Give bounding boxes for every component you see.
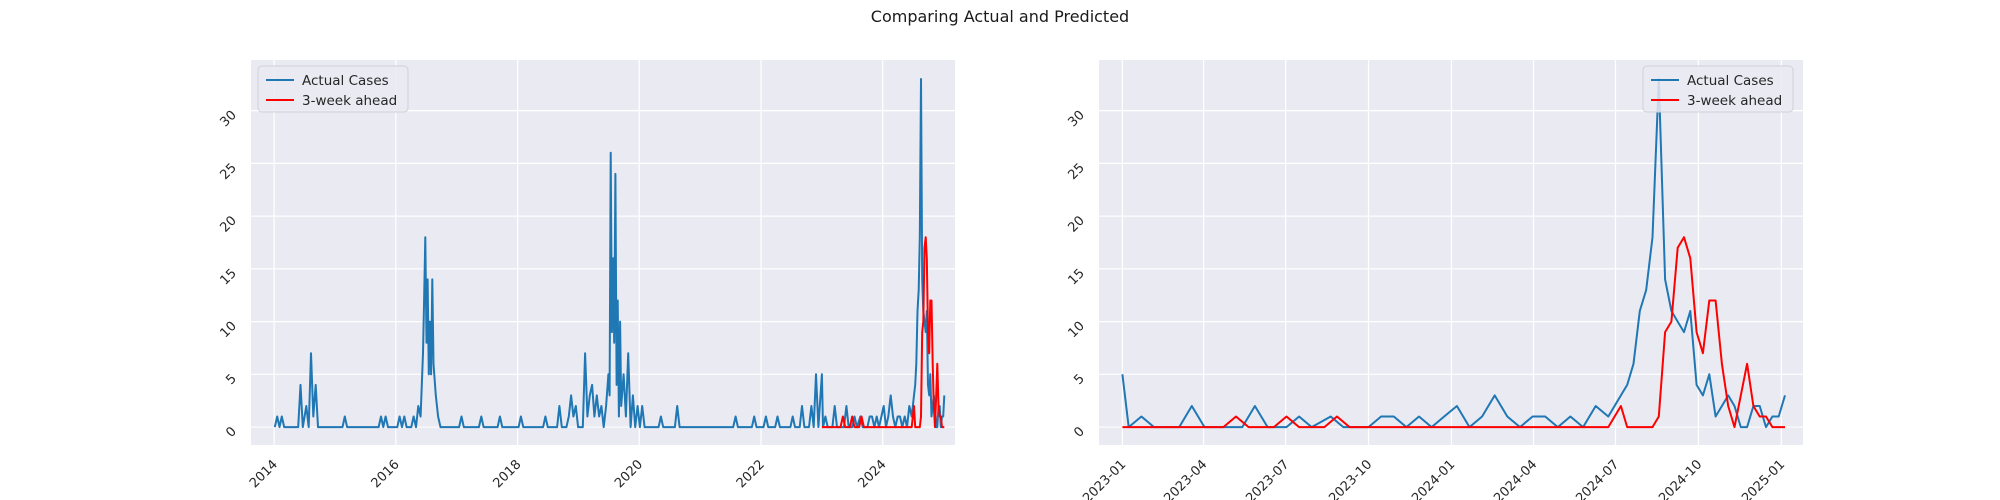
x-tick-label: 2024-07 <box>1573 457 1622 500</box>
legend: Actual Cases 3-week ahead <box>1642 65 1794 113</box>
y-tick-label: 0 <box>1071 424 1087 440</box>
grid <box>251 60 955 445</box>
x-tick-label: 2024-04 <box>1491 457 1540 500</box>
y-tick-label: 0 <box>223 424 239 440</box>
y-tick-label: 10 <box>218 319 240 341</box>
y-tick-label: 30 <box>1066 108 1088 130</box>
y-tick-label: 20 <box>218 213 240 235</box>
series-line-actual-cases <box>1121 78 1786 429</box>
x-tick-label: 2024 <box>856 457 890 491</box>
series-line-3-week-ahead <box>821 236 945 429</box>
legend: Actual Cases 3-week ahead <box>257 65 409 113</box>
legend-label: 3-week ahead <box>302 93 397 109</box>
x-tick-label: 2024-10 <box>1656 457 1705 500</box>
x-tick-label: 2025-01 <box>1739 457 1788 500</box>
figure-suptitle: Comparing Actual and Predicted <box>870 7 1130 26</box>
x-tick-label: 2023-04 <box>1161 457 1210 500</box>
x-tick-label: 2023-07 <box>1243 457 1292 500</box>
y-tick-label: 25 <box>1066 161 1088 183</box>
series-line-3-week-ahead <box>1122 236 1785 429</box>
legend-label: 3-week ahead <box>1687 93 1782 109</box>
x-tick-label: 2022 <box>734 457 768 491</box>
x-tick-label: 2023-10 <box>1326 457 1375 500</box>
series-line-actual-cases <box>273 78 946 429</box>
y-tick-label: 10 <box>1066 319 1088 341</box>
chart-actual-vs-predicted-full: 0 5 10 15 20 25 30 2014 2016 2018 2020 2022 2024 Actu… <box>218 60 955 491</box>
chart-actual-vs-predicted-zoom: 0 5 10 15 20 25 30 2023-01 2023-04 2023-07 2023-10… <box>1066 60 1803 500</box>
y-tick-label: 5 <box>1071 372 1087 388</box>
legend-box <box>257 65 409 113</box>
x-tick-label: 2018 <box>490 457 524 491</box>
plot-area <box>251 60 955 445</box>
x-tick-label: 2024-01 <box>1409 457 1458 500</box>
legend-label: Actual Cases <box>302 73 389 89</box>
x-tick-label: 2014 <box>247 457 281 491</box>
y-tick-label: 25 <box>218 161 240 183</box>
x-tick-label: 2016 <box>369 457 403 491</box>
legend-label: Actual Cases <box>1687 73 1774 89</box>
x-tick-label: 2020 <box>612 457 646 491</box>
legend-box <box>1642 65 1794 113</box>
y-tick-label: 30 <box>218 108 240 130</box>
y-tick-label: 20 <box>1066 213 1088 235</box>
y-tick-label: 15 <box>218 266 240 288</box>
y-tick-label: 5 <box>223 372 239 388</box>
y-tick-label: 15 <box>1066 266 1088 288</box>
x-tick-label: 2023-01 <box>1080 457 1129 500</box>
